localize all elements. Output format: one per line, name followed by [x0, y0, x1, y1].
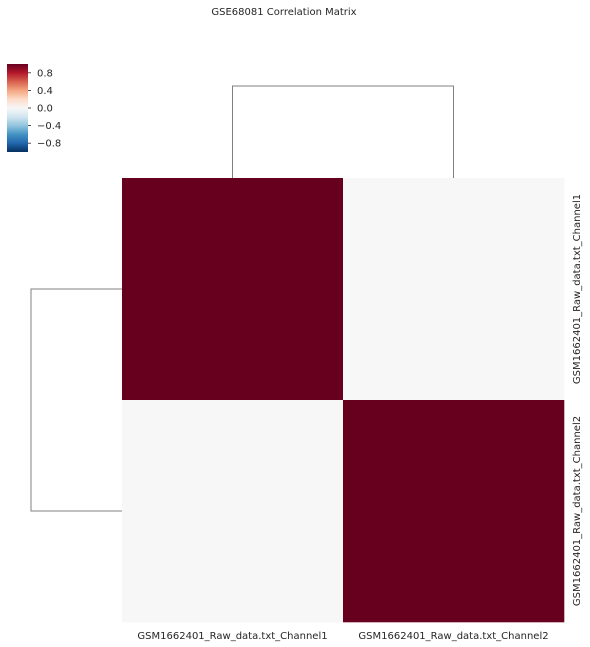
row-label: GSM1662401_Raw_data.txt_Channel2: [572, 416, 583, 606]
row-label: GSM1662401_Raw_data.txt_Channel1: [572, 194, 583, 384]
row-dendrogram: [30, 288, 122, 512]
row-dendrogram-link: [30, 288, 122, 512]
heatmap-cell-r1-c0: [122, 400, 344, 623]
column-dendrogram: [232, 85, 454, 178]
colorbar-tick-label: −0.8: [37, 139, 61, 150]
colorbar-gradient: [7, 64, 28, 152]
column-dendrogram-link: [232, 85, 454, 178]
chart-title: GSE68081 Correlation Matrix: [211, 7, 356, 18]
heatmap-cell-r1-c1: [343, 400, 565, 623]
colorbar-tick-label: 0.8: [37, 68, 53, 79]
colorbar-tick-label: −0.4: [37, 121, 61, 132]
colorbar-tick-label: 0.0: [37, 104, 53, 115]
row-labels: GSM1662401_Raw_data.txt_Channel1 GSM16624…: [572, 194, 583, 606]
column-label: GSM1662401_Raw_data.txt_Channel1: [137, 631, 327, 642]
heatmap-cell-r0-c1: [343, 178, 565, 401]
column-label: GSM1662401_Raw_data.txt_Channel2: [358, 631, 548, 642]
column-labels: GSM1662401_Raw_data.txt_Channel1 GSM16624…: [137, 631, 548, 642]
heatmap-cells: [122, 178, 565, 623]
colorbar: 0.8 0.4 0.0 −0.4 −0.8: [7, 64, 61, 152]
heatmap-cell-r0-c0: [122, 178, 344, 401]
colorbar-tick-label: 0.4: [37, 86, 53, 97]
